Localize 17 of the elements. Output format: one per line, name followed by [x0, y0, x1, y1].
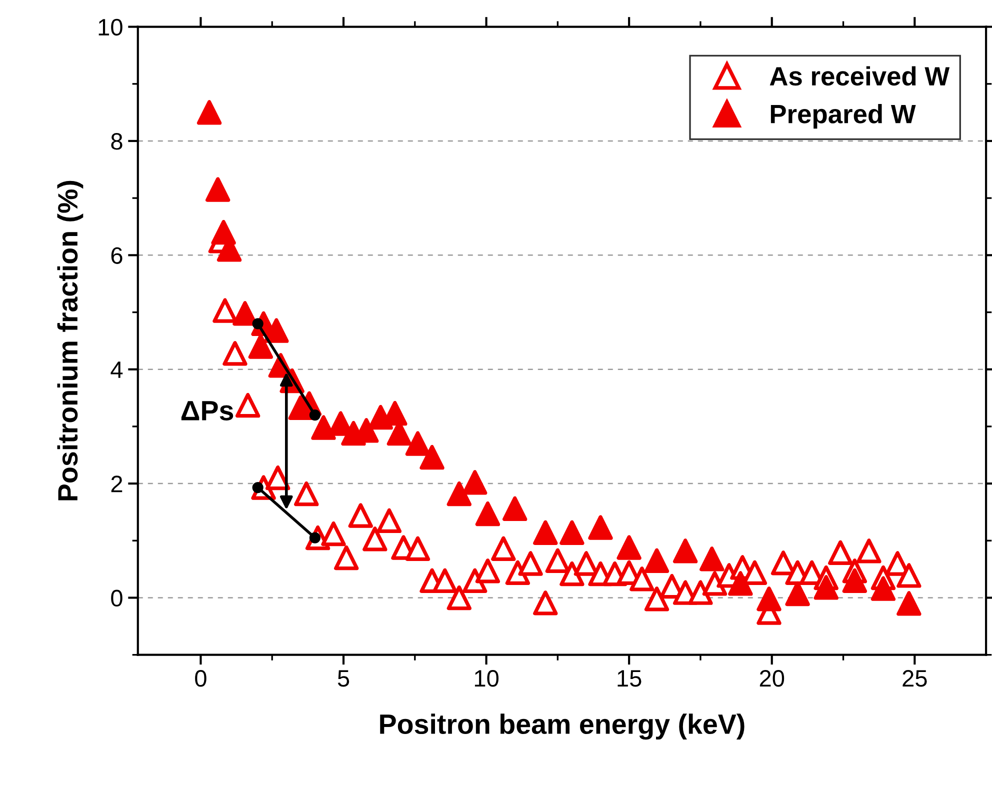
y-axis-title: Positronium fraction (%) [57, 180, 84, 500]
y-tick-label: 4 [110, 362, 123, 378]
x-tick-label: 0 [195, 670, 206, 687]
legend-label: As received W [770, 66, 950, 86]
x-tick-label: 15 [618, 670, 642, 687]
y-tick-label: 6 [111, 247, 122, 264]
legend-label: Prepared W [770, 104, 916, 129]
y-tick-label: 0 [111, 590, 122, 607]
y-tick-label: 8 [111, 133, 122, 150]
annotation: ΔPs [181, 401, 234, 420]
x-tick-label: 10 [474, 670, 498, 687]
x-tick-label: 5 [338, 670, 350, 687]
x-tick-label: 25 [902, 670, 927, 687]
x-axis-title: Positron beam energy (keV) [380, 714, 744, 740]
y-tick-label: 10 [98, 18, 122, 36]
x-tick-label: 20 [760, 670, 784, 687]
y-tick-label: 2 [111, 476, 122, 492]
